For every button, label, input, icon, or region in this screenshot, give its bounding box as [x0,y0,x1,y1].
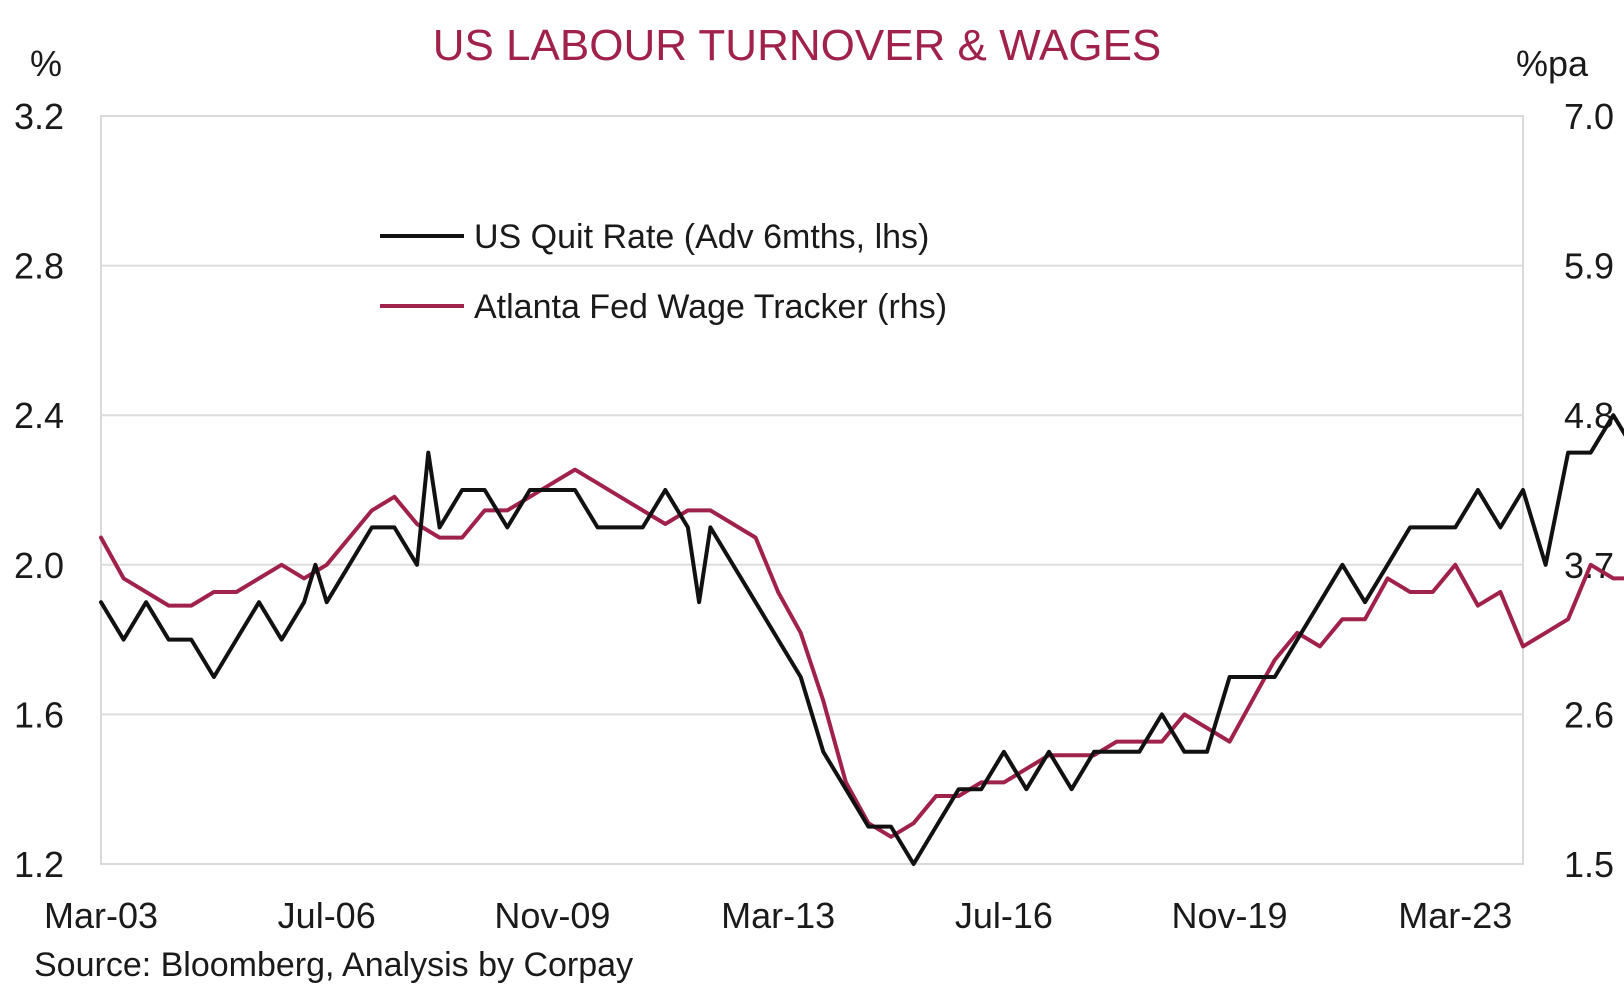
y-left-unit: % [30,43,62,84]
x-tick-label: Nov-19 [1172,895,1288,936]
x-tick-label: Nov-09 [494,895,610,936]
y-left-tick-label: 1.2 [14,844,64,885]
x-tick-labels: Mar-03 Jul-06 Nov-09 Mar-13 Jul-16 Nov-19 Mar-… [44,895,1512,936]
y-right-tick-label: 2.6 [1564,694,1614,735]
y-right-tick-label: 5.9 [1564,246,1614,287]
y-left-tick-label: 2.8 [14,246,64,287]
y-left-tick-labels: 3.2 2.8 2.4 2.0 1.6 1.2 [14,96,64,885]
legend-label-wage-tracker: Atlanta Fed Wage Tracker (rhs) [474,288,947,326]
series-line-wage-tracker [99,467,1624,839]
y-right-tick-label: 1.5 [1564,844,1614,885]
x-tick-label: Mar-03 [44,895,158,936]
y-right-unit: %pa [1516,43,1589,84]
x-tick-label: Jul-16 [955,895,1053,936]
y-left-tick-label: 3.2 [14,96,64,137]
y-left-tick-label: 1.6 [14,694,64,735]
gridlines [101,264,1523,716]
x-tick-label: Jul-06 [278,895,376,936]
series-line-quit-rate [99,413,1624,866]
source-note: Source: Bloomberg, Analysis by Corpay [34,946,633,984]
y-left-tick-label: 2.0 [14,545,64,586]
y-left-tick-label: 2.4 [14,395,64,436]
x-tick-label: Mar-13 [721,895,835,936]
legend-label-quit-rate: US Quit Rate (Adv 6mths, lhs) [474,218,929,256]
y-right-tick-label: 7.0 [1564,96,1614,137]
chart-title: US LABOUR TURNOVER & WAGES [433,21,1162,70]
legend: US Quit Rate (Adv 6mths, lhs) Atlanta Fe… [380,218,947,326]
series-layer [99,413,1624,866]
y-right-tick-labels: 7.05.94.83.72.61.5 [1564,96,1614,885]
x-tick-label: Mar-23 [1398,895,1512,936]
